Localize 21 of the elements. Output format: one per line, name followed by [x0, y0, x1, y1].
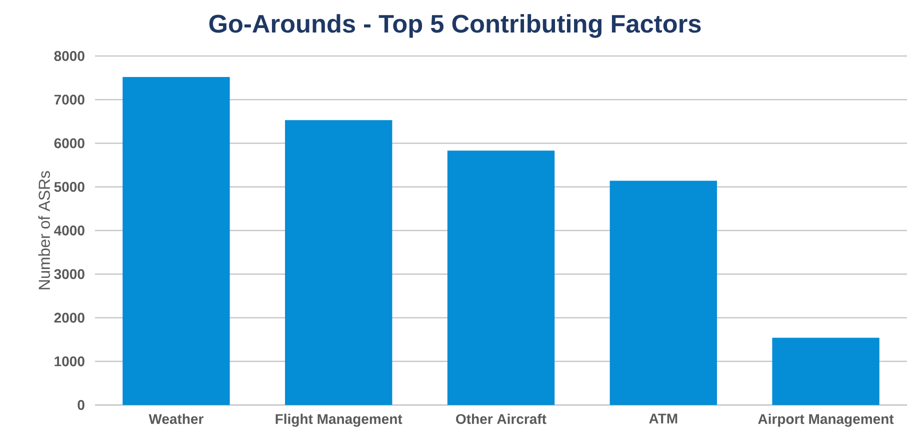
y-tick-label: 1000 — [54, 356, 84, 366]
y-tick-label: 5000 — [54, 182, 84, 192]
x-tick-label: Weather — [148, 414, 204, 424]
x-tick-label: Airport Management — [758, 414, 894, 427]
y-tick-label: 4000 — [54, 226, 84, 236]
y-tick-label: 8000 — [54, 51, 84, 61]
bar — [772, 338, 880, 405]
y-tick-label: 6000 — [54, 138, 84, 148]
y-tick-label: 2000 — [54, 312, 84, 323]
bar — [122, 76, 230, 405]
y-tick-label: 0 — [78, 400, 84, 410]
bar — [610, 180, 717, 405]
bar — [285, 120, 392, 405]
y-axis-title: Number of ASRs — [38, 171, 50, 290]
y-tick-label: 3000 — [54, 269, 84, 280]
bar — [447, 150, 555, 405]
y-tick-label: 7000 — [54, 94, 84, 105]
x-tick-label: ATM — [649, 414, 678, 424]
x-tick-label: Flight Management — [276, 414, 402, 427]
x-tick-label: Other Aircraft — [456, 414, 546, 424]
chart-title: Go-Arounds - Top 5 Contributing Factors — [209, 14, 701, 38]
